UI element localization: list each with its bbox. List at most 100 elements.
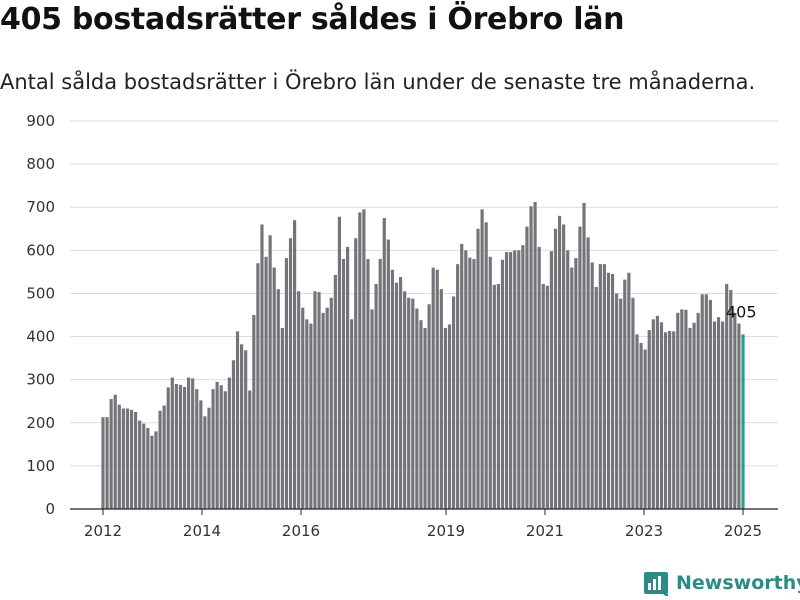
bar <box>684 309 688 509</box>
y-tick-label: 800 <box>26 155 55 173</box>
bar <box>721 321 725 509</box>
bar <box>504 252 509 509</box>
bar <box>105 417 109 509</box>
bar <box>594 286 598 509</box>
bar <box>203 416 207 509</box>
bar <box>252 315 256 509</box>
bar <box>419 320 423 509</box>
bar <box>500 259 505 509</box>
bar <box>602 264 606 509</box>
x-tick-label: 2021 <box>526 522 564 540</box>
bar <box>162 405 166 509</box>
bar <box>219 385 223 509</box>
bar <box>631 297 635 509</box>
bar-highlight <box>741 334 745 509</box>
bar <box>729 290 733 509</box>
bar <box>688 327 692 509</box>
bar <box>386 239 390 509</box>
bar <box>492 284 496 509</box>
bar <box>464 250 468 509</box>
bar <box>537 246 541 509</box>
bar <box>321 312 325 509</box>
bar <box>513 250 517 509</box>
bar <box>451 296 456 509</box>
bar <box>672 331 676 509</box>
bar <box>158 410 162 509</box>
bar <box>472 258 476 509</box>
bar <box>276 289 280 509</box>
bar <box>574 258 578 509</box>
bar <box>309 323 313 509</box>
bar <box>480 209 484 509</box>
bar <box>268 235 272 510</box>
bar <box>590 262 594 509</box>
bar <box>337 216 342 509</box>
bar <box>240 344 244 509</box>
bar <box>529 206 533 510</box>
bar <box>256 263 260 509</box>
bar <box>704 294 708 509</box>
bar <box>488 256 492 509</box>
bar-series <box>101 202 745 510</box>
data-label-last: 405 <box>726 302 757 321</box>
bar <box>553 228 558 509</box>
bar <box>215 381 219 509</box>
bar <box>398 277 403 509</box>
x-tick-label: 2012 <box>84 522 122 540</box>
bar <box>374 283 378 509</box>
bar <box>549 251 553 509</box>
bar <box>484 222 488 509</box>
bar <box>223 391 227 509</box>
bar <box>297 291 301 509</box>
bar <box>627 272 631 509</box>
bar <box>146 427 150 509</box>
bar <box>394 282 399 509</box>
bar <box>439 289 443 509</box>
bar <box>174 383 178 509</box>
bar <box>659 322 664 509</box>
bar <box>227 377 231 509</box>
bar <box>288 238 293 509</box>
bar <box>358 212 362 509</box>
y-tick-label: 900 <box>26 112 55 130</box>
bar <box>350 319 354 509</box>
bar <box>403 291 407 509</box>
bar <box>460 243 464 509</box>
bar <box>134 412 138 509</box>
bar <box>708 299 712 509</box>
bar <box>142 423 146 509</box>
bar <box>366 258 370 509</box>
bar <box>411 298 415 509</box>
y-tick-label: 400 <box>26 328 55 346</box>
bar <box>533 202 537 510</box>
bar <box>341 258 346 509</box>
bar <box>129 409 134 509</box>
x-tick-label: 2025 <box>724 522 762 540</box>
bar <box>195 389 199 509</box>
x-tick-label: 2023 <box>625 522 663 540</box>
bar <box>182 387 187 509</box>
bar <box>598 264 602 509</box>
bar <box>545 285 549 509</box>
bar <box>415 308 419 509</box>
bar <box>187 377 191 509</box>
y-tick-label: 500 <box>26 284 55 302</box>
bar <box>235 331 240 509</box>
bar <box>521 245 525 509</box>
bar <box>113 394 117 509</box>
bar <box>231 360 236 509</box>
y-tick-label: 600 <box>26 241 55 259</box>
bar <box>170 377 174 509</box>
bar <box>382 218 386 509</box>
bar <box>447 324 452 509</box>
x-tick-label: 2016 <box>282 522 320 540</box>
bar <box>260 224 264 509</box>
bar <box>578 226 582 509</box>
bar <box>647 330 651 509</box>
bar <box>610 274 615 509</box>
bar <box>272 267 276 509</box>
x-tick-label: 2014 <box>183 522 221 540</box>
bar <box>117 404 121 509</box>
y-tick-label: 0 <box>45 500 55 518</box>
